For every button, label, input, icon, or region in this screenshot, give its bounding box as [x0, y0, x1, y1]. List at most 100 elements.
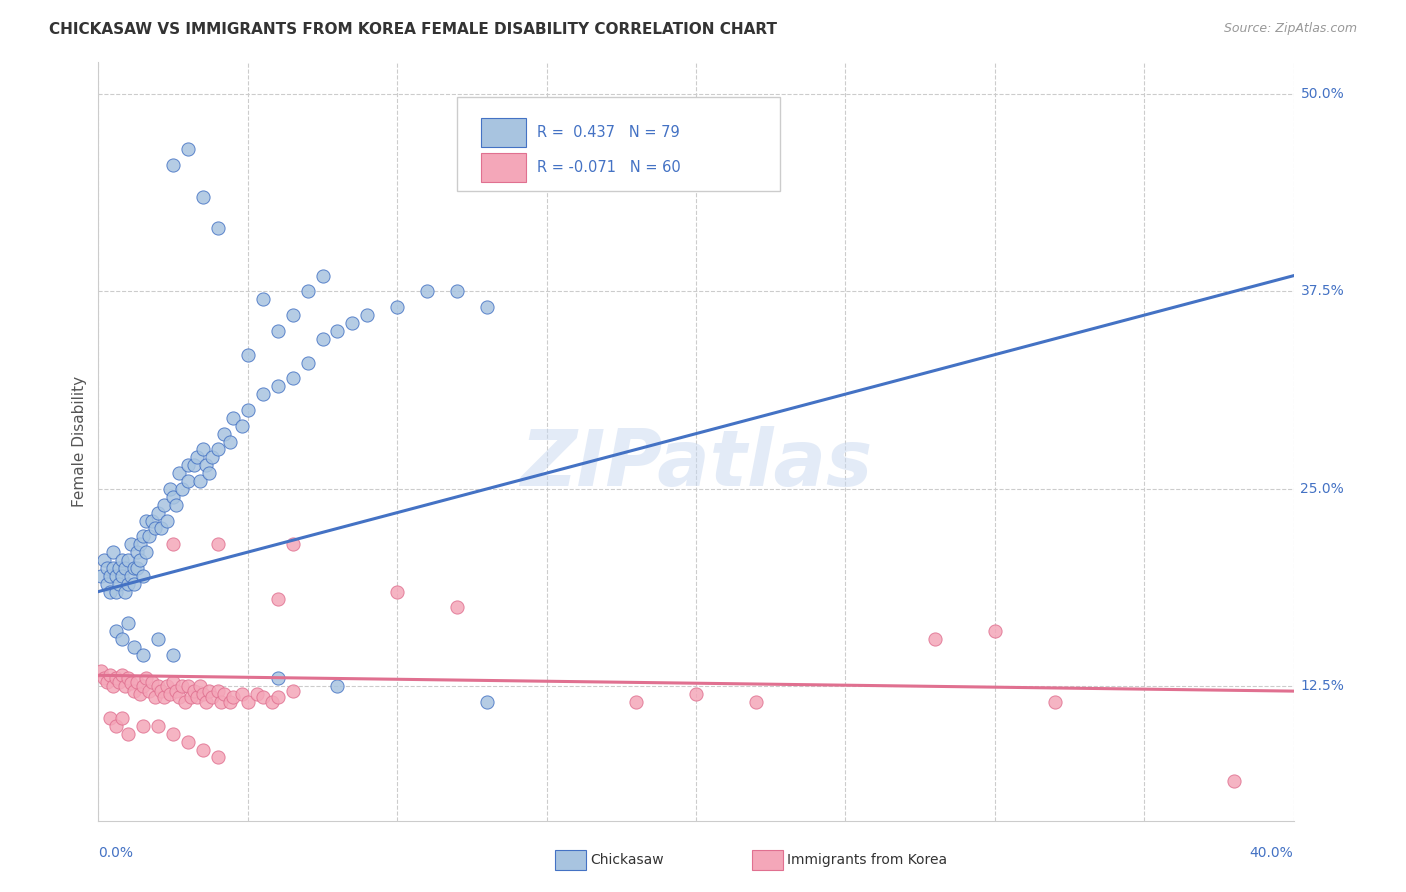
Point	[135, 672, 157, 686]
Point	[745, 695, 768, 709]
Point	[162, 537, 184, 551]
Point	[685, 687, 707, 701]
Text: 0.0%: 0.0%	[98, 846, 134, 860]
Point	[132, 719, 155, 733]
Point	[984, 624, 1007, 639]
Point	[127, 674, 149, 689]
Point	[105, 569, 128, 583]
Point	[342, 316, 364, 330]
Point	[127, 561, 149, 575]
Point	[98, 569, 122, 583]
Point	[111, 668, 134, 682]
Point	[195, 458, 218, 473]
Point	[267, 690, 290, 705]
Point	[138, 529, 160, 543]
Text: Immigrants from Korea: Immigrants from Korea	[787, 853, 948, 867]
Point	[103, 561, 125, 575]
Point	[231, 418, 253, 433]
Point	[124, 684, 146, 698]
Point	[105, 584, 128, 599]
Point	[114, 679, 136, 693]
Point	[267, 672, 290, 686]
Point	[148, 719, 170, 733]
Point	[162, 490, 184, 504]
Point	[103, 679, 125, 693]
Point	[252, 690, 274, 705]
Point	[222, 690, 245, 705]
Point	[162, 648, 184, 662]
Point	[111, 711, 134, 725]
Point	[177, 458, 200, 473]
Point	[195, 695, 218, 709]
Point	[117, 553, 139, 567]
Point	[143, 690, 166, 705]
Point	[117, 727, 139, 741]
Point	[326, 324, 349, 338]
Point	[201, 450, 224, 465]
Point	[114, 584, 136, 599]
Point	[186, 690, 208, 705]
Point	[117, 576, 139, 591]
Point	[177, 734, 200, 748]
Point	[138, 684, 160, 698]
FancyBboxPatch shape	[457, 96, 780, 191]
Point	[207, 684, 229, 698]
Point	[129, 553, 152, 567]
Point	[281, 371, 304, 385]
Point	[132, 529, 155, 543]
Point	[96, 561, 118, 575]
Point	[143, 521, 166, 535]
Point	[385, 584, 409, 599]
Point	[127, 545, 149, 559]
Point	[231, 687, 253, 701]
Point	[209, 695, 232, 709]
Point	[162, 158, 184, 172]
Point	[162, 674, 184, 689]
Point	[924, 632, 946, 646]
Point	[148, 632, 170, 646]
Point	[132, 569, 155, 583]
Point	[90, 569, 112, 583]
Point	[252, 293, 274, 307]
Point	[96, 576, 118, 591]
Bar	[752, 850, 783, 870]
Point	[446, 285, 468, 299]
Point	[98, 711, 122, 725]
Point	[132, 679, 155, 693]
Point	[124, 576, 146, 591]
Point	[135, 514, 157, 528]
Bar	[555, 850, 586, 870]
Point	[150, 684, 173, 698]
Point	[198, 466, 221, 480]
Point	[105, 672, 128, 686]
Point	[267, 324, 290, 338]
Point	[105, 624, 128, 639]
Point	[267, 592, 290, 607]
Point	[111, 569, 134, 583]
Point	[201, 690, 224, 705]
Text: ZIPatlas: ZIPatlas	[520, 426, 872, 502]
Point	[159, 482, 181, 496]
Y-axis label: Female Disability: Female Disability	[72, 376, 87, 508]
Point	[191, 442, 214, 457]
Point	[1043, 695, 1066, 709]
Point	[167, 690, 190, 705]
Point	[172, 482, 194, 496]
Point	[148, 506, 170, 520]
Point	[150, 521, 173, 535]
Point	[103, 545, 125, 559]
Bar	[481, 153, 526, 182]
Point	[108, 561, 131, 575]
Point	[416, 285, 439, 299]
Point	[191, 190, 214, 204]
Text: R =  0.437   N = 79: R = 0.437 N = 79	[537, 125, 679, 140]
Point	[326, 679, 349, 693]
Point	[191, 687, 214, 701]
Point	[356, 308, 378, 322]
Point	[207, 750, 229, 764]
Point	[165, 684, 187, 698]
Point	[141, 514, 163, 528]
Point	[475, 300, 498, 314]
Point	[186, 450, 208, 465]
Point	[180, 690, 202, 705]
